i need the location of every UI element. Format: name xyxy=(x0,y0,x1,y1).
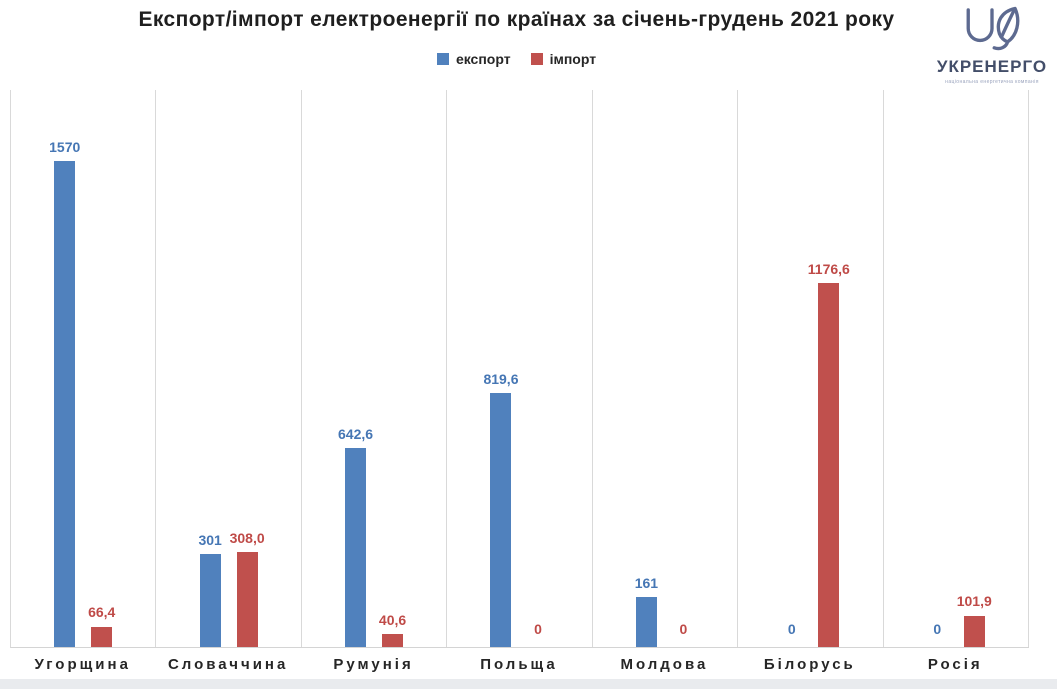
import-bar-slot: 0 xyxy=(673,90,694,647)
export-value-label: 0 xyxy=(787,621,796,637)
bar-group: 161 0 xyxy=(593,90,737,647)
plot-column: 0 1176,6 xyxy=(738,90,884,647)
import-bar-slot: 101,9 xyxy=(957,90,992,647)
export-bar-slot: 301 xyxy=(198,90,222,647)
ukrenergo-logo-tagline: національна енергетична компанія xyxy=(945,79,1039,85)
category-label: Польща xyxy=(480,656,558,673)
bar-group: 642,6 40,6 xyxy=(302,90,446,647)
import-swatch-icon xyxy=(530,53,543,65)
category-label: Угорщина xyxy=(34,656,131,673)
import-bar-slot: 1176,6 xyxy=(808,90,850,647)
legend: експорт імпорт xyxy=(0,51,1033,67)
legend-item-import: імпорт xyxy=(530,51,597,67)
export-value-label: 819,6 xyxy=(483,371,519,388)
export-bar xyxy=(345,448,367,647)
export-value-label: 301 xyxy=(198,531,222,548)
export-bar-slot: 0 xyxy=(927,90,948,647)
import-bar xyxy=(382,634,404,647)
export-swatch-icon xyxy=(436,53,449,65)
import-value-label: 0 xyxy=(679,621,688,637)
export-value-label: 161 xyxy=(634,575,659,592)
export-value-label: 0 xyxy=(933,621,942,637)
category-label: Молдова xyxy=(620,656,709,673)
import-bar xyxy=(818,282,840,647)
export-bar xyxy=(635,597,657,647)
legend-item-export: експорт xyxy=(436,51,511,67)
export-value-label: 1570 xyxy=(49,139,81,156)
bar-group: 301 308,0 xyxy=(156,90,300,647)
plot-column: 301 308,0 xyxy=(156,90,302,647)
export-bar xyxy=(54,161,76,647)
ukrenergo-logo-word: УКРЕНЕРГО xyxy=(936,57,1048,76)
export-bar xyxy=(490,393,512,647)
chart-title: Експорт/імпорт електроенергії по країнах… xyxy=(138,8,895,31)
import-bar-slot: 0 xyxy=(527,90,548,647)
category-label: Румунія xyxy=(333,656,414,673)
import-value-label: 308,0 xyxy=(229,529,265,546)
import-value-label: 66,4 xyxy=(88,604,116,621)
export-bar-slot: 819,6 xyxy=(483,90,518,647)
legend-label-export: експорт xyxy=(455,51,511,67)
category-labels: Угорщина Словаччина Румунія Польща Молдова Бі… xyxy=(10,656,1028,673)
bottom-edge-strip xyxy=(0,679,1057,689)
plot-area: 1570 66,4 301 308,0 642,6 40,6 819,6 0 161 0 0 1176… xyxy=(10,90,1029,648)
import-bar xyxy=(963,615,985,647)
import-bar xyxy=(236,551,258,647)
legend-label-import: імпорт xyxy=(549,51,597,67)
bar-group: 0 101,9 xyxy=(884,90,1028,647)
plot-column: 819,6 0 xyxy=(447,90,593,647)
bar-group: 0 1176,6 xyxy=(738,90,882,647)
plot-column: 0 101,9 xyxy=(884,90,1029,647)
ukrenergo-logo-icon xyxy=(966,6,1020,51)
import-bar-slot: 40,6 xyxy=(378,90,407,647)
category-label: Білорусь xyxy=(763,656,856,673)
export-bar xyxy=(199,553,221,647)
bar-group: 1570 66,4 xyxy=(11,90,155,647)
ukrenergo-logo: УКРЕНЕРГО національна енергетична компан… xyxy=(933,4,1051,85)
plot-column: 1570 66,4 xyxy=(11,90,157,647)
export-bar-slot: 642,6 xyxy=(338,90,373,647)
import-bar-slot: 308,0 xyxy=(230,90,265,647)
import-value-label: 40,6 xyxy=(378,612,407,629)
export-bar-slot: 0 xyxy=(781,90,802,647)
category-label: Словаччина xyxy=(167,656,289,673)
export-value-label: 642,6 xyxy=(338,426,374,443)
export-bar-slot: 1570 xyxy=(49,90,80,647)
import-value-label: 1176,6 xyxy=(807,260,850,277)
import-value-label: 0 xyxy=(534,621,542,637)
bar-group: 819,6 0 xyxy=(447,90,591,647)
import-bar xyxy=(91,626,113,647)
export-bar-slot: 161 xyxy=(634,90,659,647)
import-value-label: 101,9 xyxy=(956,593,992,610)
plot-column: 161 0 xyxy=(593,90,739,647)
import-bar-slot: 66,4 xyxy=(88,90,116,647)
category-label: Росія xyxy=(927,656,983,673)
plot-column: 642,6 40,6 xyxy=(302,90,448,647)
